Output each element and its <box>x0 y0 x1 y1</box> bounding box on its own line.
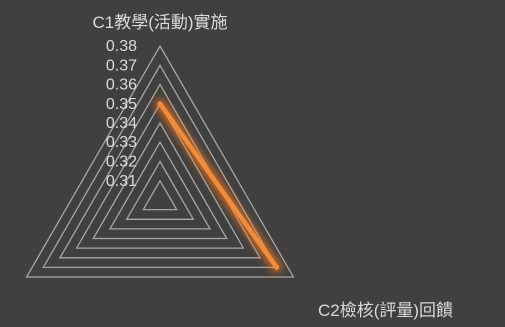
tick-label-0.38: 0.38 <box>106 38 137 55</box>
grid-ring-0.35 <box>75 102 245 249</box>
tick-label-0.37: 0.37 <box>106 57 137 74</box>
grid-ring-0.38 <box>25 44 295 278</box>
tick-label-0.34: 0.34 <box>106 115 137 132</box>
series-point-2 <box>274 264 280 270</box>
tick-label-0.36: 0.36 <box>106 77 137 94</box>
tick-label-0.35: 0.35 <box>106 96 137 113</box>
series-line <box>157 101 279 270</box>
grid-ring-0.33 <box>108 140 212 230</box>
grid-ring-0.31 <box>142 179 178 211</box>
tick-label-0.32: 0.32 <box>106 154 137 171</box>
grid-ring-0.37 <box>42 64 278 269</box>
tick-label-0.31: 0.31 <box>106 173 137 190</box>
axis-label-c2: C2檢核(評量)回饋 <box>318 301 453 320</box>
radar-series <box>155 98 282 273</box>
axis-label-c1: C1教學(活動)實施 <box>92 13 227 32</box>
grid-ring-0.32 <box>125 160 195 220</box>
series-point-1 <box>157 101 163 107</box>
grid-ring-0.34 <box>92 121 228 240</box>
radar-tick-labels: 0.31 0.32 0.33 0.34 0.35 0.36 0.37 0.38 <box>106 38 137 190</box>
tick-label-0.33: 0.33 <box>106 134 137 151</box>
